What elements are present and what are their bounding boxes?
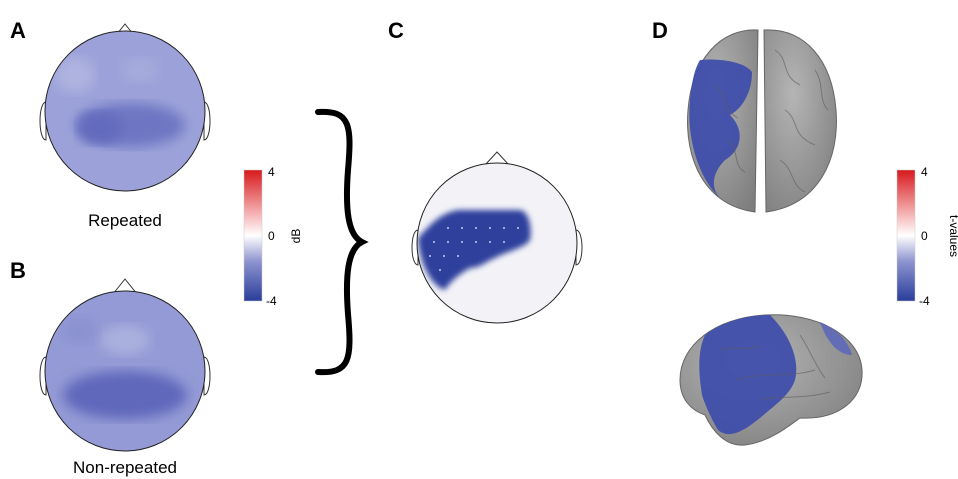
colorbar-t-mid: 0 — [921, 229, 928, 243]
electrode-markers — [429, 227, 519, 271]
panel-c-label: C — [388, 18, 404, 43]
caption-non-repeated: Non-repeated — [73, 458, 177, 477]
left-ear-icon — [39, 356, 47, 396]
panel-d-label: D — [652, 18, 668, 43]
left-ear-icon — [411, 229, 419, 266]
panel-a-label: A — [10, 18, 26, 43]
brace-icon — [315, 108, 369, 376]
colorbar-db-unit: dB — [289, 229, 303, 244]
left-ear-icon — [39, 101, 47, 141]
topomap-difference — [411, 151, 583, 324]
panel-b-label: B — [10, 258, 26, 283]
colorbar-db: 4 0 -4 dB — [243, 165, 303, 308]
colorbar-t-min: -4 — [919, 294, 930, 308]
topomap-repeated — [39, 23, 211, 192]
colorbar-db-max: 4 — [268, 165, 275, 179]
right-ear-icon — [203, 356, 211, 396]
colorbar-db-mid: 0 — [268, 229, 275, 243]
colorbar-t-unit: t-values — [947, 215, 958, 257]
brain-top-view — [687, 29, 837, 213]
caption-repeated: Repeated — [88, 211, 162, 230]
right-ear-icon — [203, 101, 211, 141]
colorbar-t-max: 4 — [921, 165, 928, 179]
colorbar-db-min: -4 — [266, 294, 277, 308]
colorbar-t-values: 4 0 -4 t-values — [896, 165, 958, 308]
topomap-non-repeated — [39, 278, 211, 452]
right-ear-icon — [575, 229, 583, 266]
brain-lateral-view — [679, 314, 863, 446]
